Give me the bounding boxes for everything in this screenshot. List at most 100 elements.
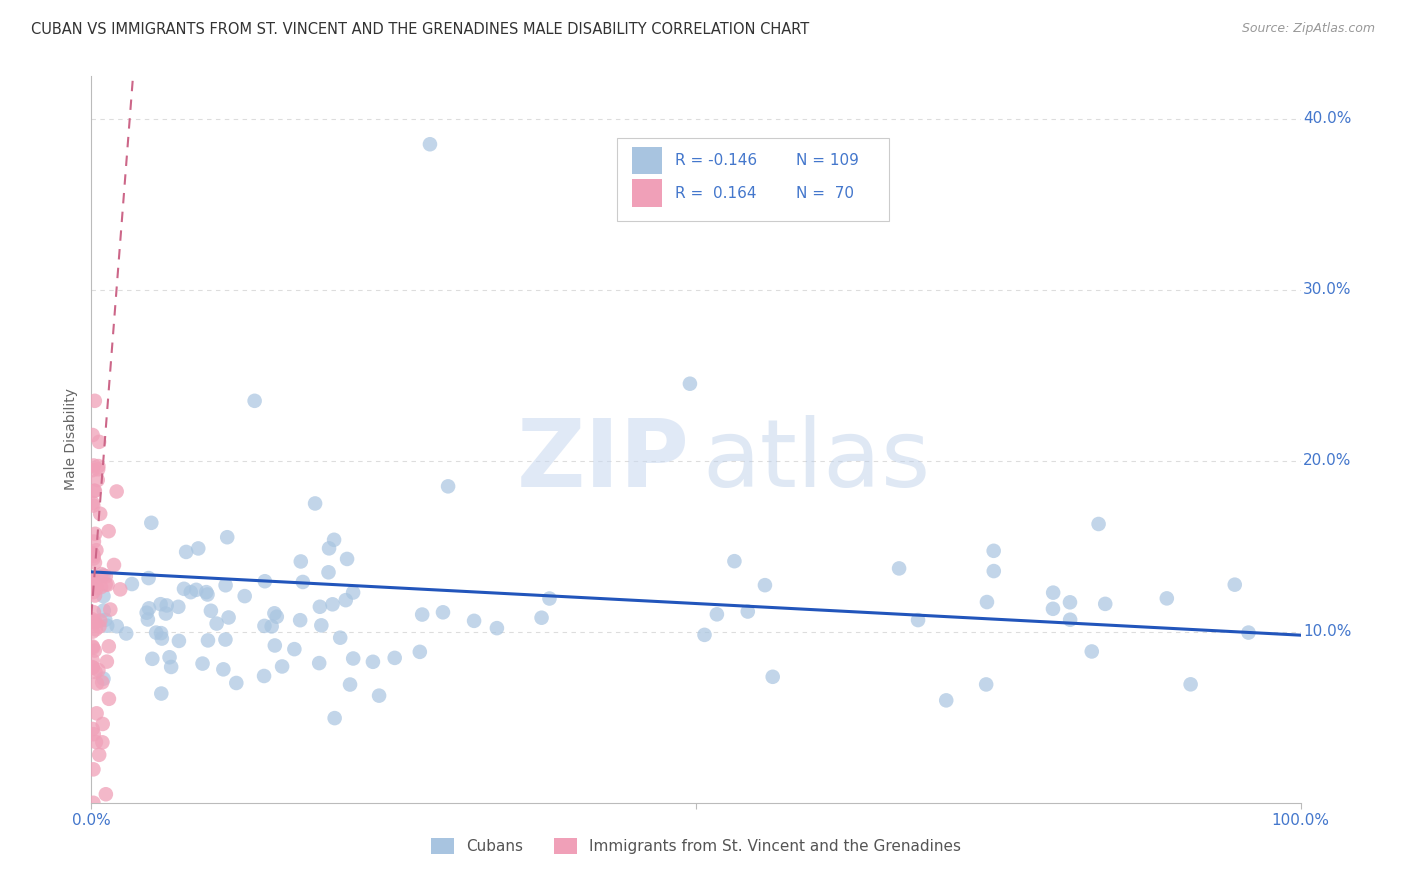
Point <box>706 607 728 622</box>
Point <box>87 434 110 449</box>
Point <box>82 722 104 736</box>
Point <box>339 677 361 691</box>
Point <box>180 585 202 599</box>
Point <box>974 677 997 691</box>
Point <box>200 604 222 618</box>
Point <box>82 547 104 561</box>
Point <box>155 607 177 621</box>
Point <box>86 706 108 721</box>
Point <box>186 582 208 597</box>
Point <box>86 676 108 690</box>
Point <box>318 566 340 580</box>
Point <box>323 533 346 547</box>
Point <box>150 632 173 646</box>
Point <box>1180 677 1202 691</box>
Point <box>263 639 285 653</box>
Point <box>419 137 441 152</box>
Point <box>83 579 105 593</box>
Point <box>83 605 105 619</box>
Point <box>83 534 105 549</box>
Point <box>82 660 104 674</box>
Point <box>84 589 107 603</box>
Point <box>263 607 285 621</box>
Point <box>83 727 105 741</box>
Point <box>243 393 266 408</box>
Point <box>91 735 114 749</box>
Point <box>1042 602 1064 616</box>
Point <box>91 675 114 690</box>
Point <box>94 577 117 591</box>
Point <box>167 634 190 648</box>
Point <box>290 554 312 568</box>
Point <box>87 473 110 487</box>
Point <box>97 691 120 706</box>
Point <box>762 670 785 684</box>
Point <box>1156 591 1178 606</box>
Point <box>253 669 276 683</box>
Point <box>90 580 112 594</box>
Point <box>679 376 702 391</box>
Text: 20.0%: 20.0% <box>1303 453 1351 468</box>
Point <box>93 589 115 603</box>
Point <box>108 582 131 597</box>
Point <box>84 735 107 749</box>
Point <box>82 499 104 513</box>
Point <box>225 676 247 690</box>
Point <box>308 656 330 670</box>
Point <box>361 655 384 669</box>
Point <box>135 606 157 620</box>
Point <box>233 589 256 603</box>
Point <box>214 632 236 647</box>
Point <box>723 554 745 568</box>
Text: Source: ZipAtlas.com: Source: ZipAtlas.com <box>1241 22 1375 36</box>
Point <box>93 568 115 582</box>
Point <box>82 551 104 566</box>
Point <box>82 546 104 560</box>
Point <box>887 561 910 575</box>
Point <box>82 463 104 477</box>
Point <box>309 599 332 614</box>
Point <box>82 571 104 585</box>
Point <box>754 578 776 592</box>
Point <box>94 569 117 583</box>
Point <box>97 640 120 654</box>
Point <box>1094 597 1116 611</box>
Point <box>1223 577 1246 591</box>
Point <box>1087 516 1109 531</box>
Point <box>214 578 236 592</box>
Point <box>96 655 118 669</box>
FancyBboxPatch shape <box>631 179 662 207</box>
Point <box>97 524 120 539</box>
Point <box>342 651 364 665</box>
Point <box>336 552 359 566</box>
Point <box>82 612 104 626</box>
Point <box>159 650 181 665</box>
Point <box>212 662 235 676</box>
Point <box>156 599 179 613</box>
Point <box>530 611 553 625</box>
Point <box>149 597 172 611</box>
Point <box>1059 613 1081 627</box>
Point <box>167 599 190 614</box>
Text: 40.0%: 40.0% <box>1303 112 1351 126</box>
Point <box>976 595 998 609</box>
Point <box>983 564 1005 578</box>
Point <box>86 581 108 595</box>
Point <box>82 796 104 810</box>
Point <box>1081 644 1104 658</box>
Point <box>174 545 197 559</box>
Point <box>197 633 219 648</box>
Point <box>83 483 105 498</box>
Point <box>288 613 311 627</box>
Point <box>253 574 276 589</box>
Point <box>93 672 115 686</box>
Y-axis label: Male Disability: Male Disability <box>65 388 79 491</box>
Point <box>335 593 357 607</box>
Point <box>136 612 159 626</box>
Text: R = -0.146: R = -0.146 <box>675 153 758 169</box>
Point <box>87 663 110 677</box>
Point <box>97 577 120 591</box>
Point <box>94 787 117 801</box>
Point <box>260 619 283 633</box>
Point <box>89 507 111 521</box>
